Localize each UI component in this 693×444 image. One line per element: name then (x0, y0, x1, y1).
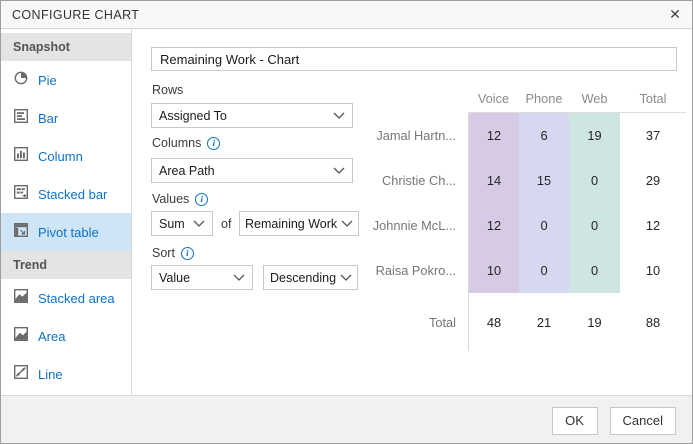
rows-select[interactable]: Assigned To (151, 103, 353, 128)
pivot-cell: 0 (569, 203, 620, 248)
pivot-cell: 29 (645, 173, 661, 188)
pivot-total-cell: 88 (645, 314, 661, 330)
sidebar-item-pie[interactable]: Pie (1, 61, 131, 99)
pivot-cell: 0 (569, 158, 620, 203)
sidebar-item-label: Bar (38, 110, 59, 126)
pivot-column-header: Voice (468, 85, 519, 113)
pivot-total-cell: 21 (536, 314, 552, 330)
stacked-area-chart-icon (13, 288, 29, 309)
sidebar-item-pivot-table[interactable]: Pivot table (1, 213, 131, 251)
chevron-down-icon (340, 271, 352, 285)
columns-select[interactable]: Area Path (151, 158, 353, 183)
pivot-cell: 0 (519, 203, 569, 248)
pivot-cell: 6 (519, 113, 569, 158)
pivot-cell: 0 (519, 248, 569, 293)
sidebar-item-label: Area (38, 328, 66, 344)
of-label: of (221, 217, 232, 231)
pivot-cell: 37 (645, 128, 661, 143)
pivot-row-label: Christie Ch... (382, 173, 456, 188)
pivot-cell: 10 (468, 248, 519, 293)
pivot-total-label: Total (428, 314, 456, 330)
pivot-row-label: Johnnie McL... (372, 218, 456, 233)
chart-config-panel: Rows Assigned To Columns i Area Path Val… (132, 29, 692, 395)
sidebar-item-label: Stacked area (38, 290, 115, 306)
chart-name-input[interactable] (151, 47, 677, 71)
sidebar-item-stacked-bar[interactable]: Stacked bar (1, 175, 131, 213)
pivot-cell: 19 (569, 113, 620, 158)
chevron-down-icon (333, 164, 345, 178)
pivot-column-header: Total (620, 85, 686, 113)
sidebar-item-label: Pivot table (38, 224, 99, 240)
chevron-down-icon (333, 109, 345, 123)
info-icon[interactable]: i (195, 192, 209, 206)
sort-direction-select[interactable]: Descending (263, 265, 358, 290)
pivot-corner (371, 85, 468, 113)
pivot-cell: 12 (645, 218, 661, 233)
sidebar-item-stacked-area[interactable]: Stacked area (1, 279, 131, 317)
sidebar-item-label: Line (38, 366, 63, 382)
pivot-column-header: Web (569, 85, 620, 113)
section-header-snapshot: Snapshot (1, 33, 131, 61)
column-chart-icon (13, 146, 29, 167)
values-label: Values i (152, 192, 209, 206)
pivot-cell: 0 (569, 248, 620, 293)
close-icon[interactable]: ✕ (658, 1, 692, 28)
chevron-down-icon (193, 217, 205, 231)
info-icon[interactable]: i (180, 246, 194, 260)
dialog-title: CONFIGURE CHART (12, 7, 140, 22)
cancel-button[interactable]: Cancel (609, 406, 676, 435)
pie-chart-icon (13, 70, 29, 91)
columns-label: Columns i (152, 136, 221, 150)
pivot-cell: 10 (645, 263, 661, 278)
pivot-cell: 15 (519, 158, 569, 203)
pivot-table-preview: Voice Phone Web Total Jamal Hartn... 12 … (371, 85, 686, 351)
value-field-select[interactable]: Remaining Work (239, 211, 359, 236)
sidebar-item-line[interactable]: Line (1, 355, 131, 393)
pivot-row-label: Jamal Hartn... (376, 128, 456, 143)
bar-chart-icon (13, 108, 29, 129)
chevron-down-icon (341, 217, 353, 231)
pivot-cell: 14 (468, 158, 519, 203)
pivot-cell: 12 (468, 203, 519, 248)
line-chart-icon (13, 364, 29, 385)
section-header-trend: Trend (1, 251, 131, 279)
sidebar-item-label: Column (38, 148, 83, 164)
ok-button[interactable]: OK (551, 406, 598, 435)
sort-label: Sort i (152, 246, 194, 260)
pivot-cell: 12 (468, 113, 519, 158)
chart-type-sidebar: Snapshot Pie Bar Column Stacked bar Pivo… (1, 29, 132, 395)
rows-label: Rows (152, 83, 184, 97)
chevron-down-icon (233, 271, 245, 285)
sort-by-select[interactable]: Value (151, 265, 253, 290)
sidebar-item-label: Pie (38, 72, 57, 88)
pivot-row-label: Raisa Pokro... (375, 263, 456, 278)
pivot-column-header: Phone (519, 85, 569, 113)
info-icon[interactable]: i (207, 136, 221, 150)
dialog-footer: OK Cancel (1, 395, 692, 443)
dialog-titlebar: CONFIGURE CHART ✕ (1, 1, 692, 29)
pivot-table-icon (13, 222, 29, 243)
sidebar-item-bar[interactable]: Bar (1, 99, 131, 137)
area-chart-icon (13, 326, 29, 347)
pivot-total-cell: 48 (468, 293, 519, 351)
stacked-bar-chart-icon (13, 184, 29, 205)
sidebar-item-column[interactable]: Column (1, 137, 131, 175)
aggregation-select[interactable]: Sum (151, 211, 213, 236)
pivot-total-cell: 19 (587, 314, 602, 330)
sidebar-item-area[interactable]: Area (1, 317, 131, 355)
sidebar-item-label: Stacked bar (38, 186, 108, 202)
